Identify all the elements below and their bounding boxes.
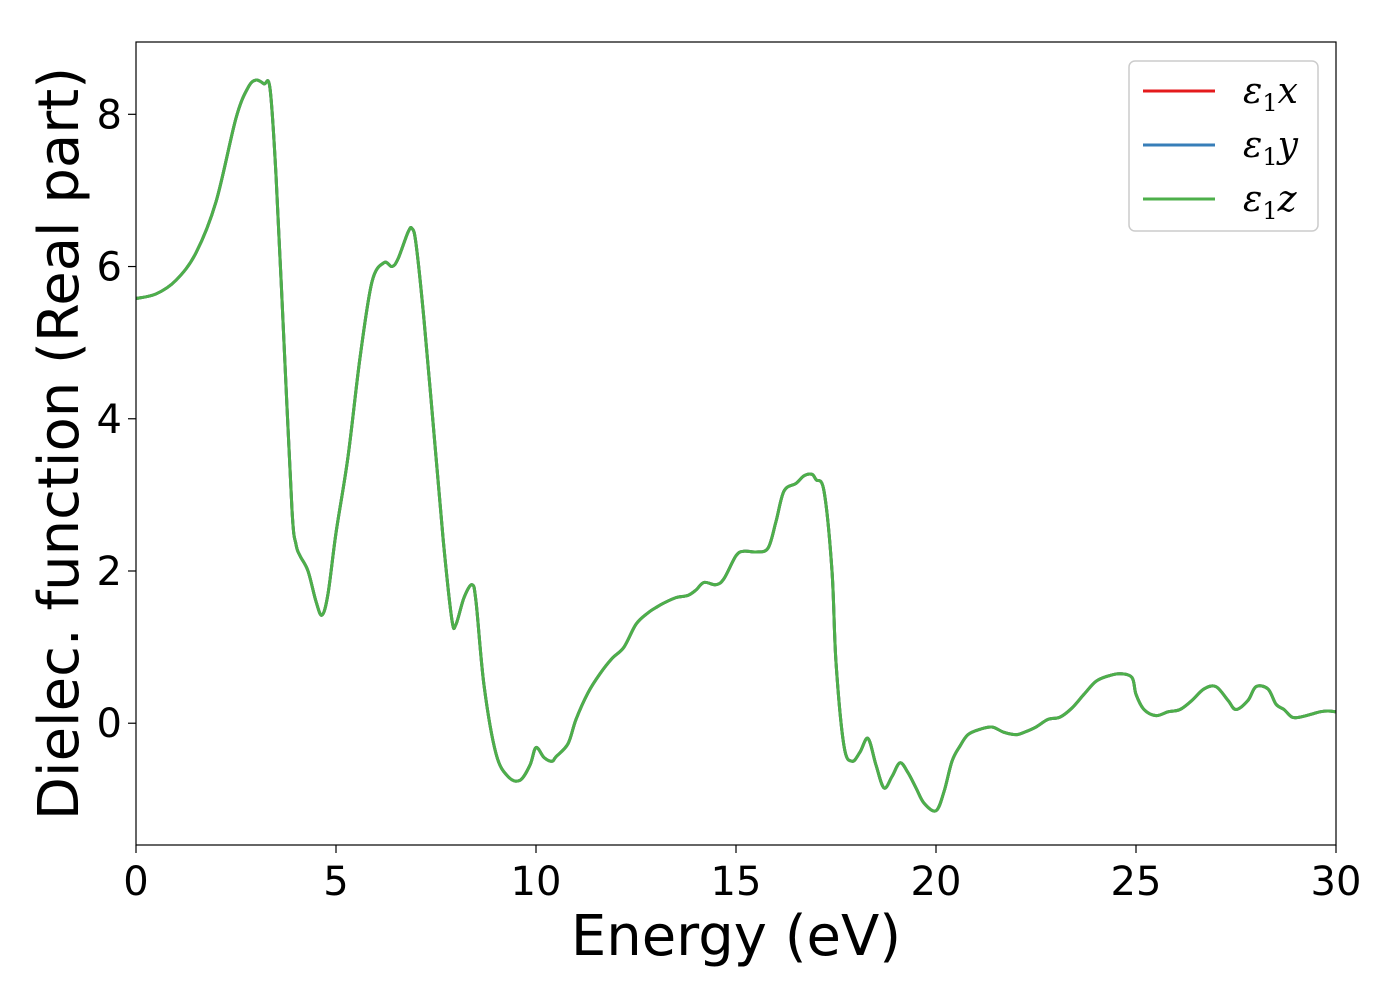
x-tick-label: 30 <box>1311 859 1362 905</box>
x-tick-label: 0 <box>123 859 148 905</box>
series-line-z <box>135 78 1337 813</box>
x-tick-label: 10 <box>511 859 562 905</box>
y-tick-label: 8 <box>97 92 122 138</box>
ticks-layer: 0 5 10 15 20 25 30 0 2 4 6 8 <box>97 92 1362 905</box>
legend-box <box>1128 60 1319 232</box>
series-layer <box>135 78 1337 813</box>
x-tick-label: 5 <box>323 859 348 905</box>
x-axis-label: Energy (eV) <box>571 904 901 969</box>
legend-label: ε1x <box>1243 71 1298 117</box>
x-tick-label: 25 <box>1111 859 1162 905</box>
legend-label: ε1z <box>1243 179 1298 225</box>
y-tick-label: 4 <box>97 397 122 443</box>
x-tick-label: 20 <box>911 859 962 905</box>
y-tick-label: 0 <box>97 701 122 747</box>
y-axis-label: Dielec. function (Real part) <box>27 67 92 820</box>
legend: ε1x ε1y ε1z <box>1128 60 1319 232</box>
y-tick-label: 2 <box>97 549 122 595</box>
legend-label: ε1y <box>1243 125 1299 171</box>
x-tick-label: 15 <box>711 859 762 905</box>
y-tick-label: 6 <box>97 245 122 291</box>
